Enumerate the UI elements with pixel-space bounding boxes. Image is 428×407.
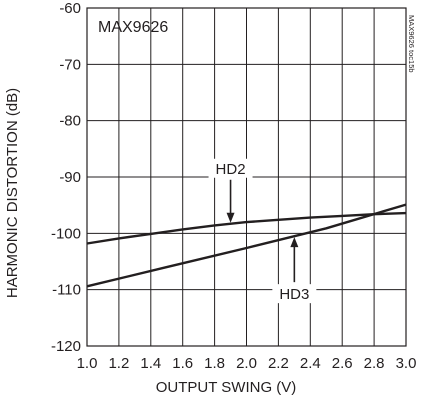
x-tick-label: 2.0	[236, 355, 257, 372]
y-tick-label: -60	[59, 0, 81, 17]
x-tick-label: 1.0	[77, 355, 98, 372]
y-tick-label: -120	[51, 338, 81, 355]
x-tick-label: 1.8	[204, 355, 225, 372]
x-tick-labels: 1.0 1.2 1.4 1.6 1.8 2.0 2.2 2.4 2.6 2.8 3.0	[77, 355, 417, 372]
x-axis-label: OUTPUT SWING (V)	[156, 379, 297, 396]
y-tick-label: -70	[59, 56, 81, 73]
annotation-arrowhead-hd3	[290, 237, 299, 248]
figure-code: MAX9626 toc15b	[407, 15, 416, 73]
x-tick-label: 1.6	[172, 355, 193, 372]
series-line-hd2	[86, 211, 407, 245]
y-tick-label: -90	[59, 169, 81, 186]
y-tick-label: -110	[52, 282, 81, 299]
x-tick-label: 1.4	[140, 355, 161, 372]
annotation-label-hd2: HD2	[216, 161, 246, 178]
series-line-hd3	[86, 203, 407, 288]
annotation-label-hd3: HD3	[279, 286, 309, 303]
annotation-label-bg-hd2	[208, 158, 253, 178]
y-tick-labels: -60 -70 -80 -90 -100 -110 -120	[51, 0, 81, 355]
x-tick-label: 2.6	[332, 355, 353, 372]
x-tick-label: 3.0	[396, 355, 417, 372]
x-tick-label: 1.2	[108, 355, 129, 372]
y-tick-label: -100	[51, 225, 81, 242]
y-tick-label: -80	[59, 113, 81, 130]
x-tick-label: 2.4	[300, 355, 321, 372]
plot-frame	[86, 7, 407, 347]
x-tick-label: 2.2	[268, 355, 289, 372]
x-tick-label: 2.8	[364, 355, 385, 372]
y-axis-label: HARMONIC DISTORTION (dB)	[4, 88, 21, 298]
series-layer	[86, 203, 407, 288]
annotation-label-bg-hd3	[272, 284, 317, 304]
annotations-layer: HD2 HD3	[208, 158, 317, 304]
part-label: MAX9626	[98, 19, 168, 36]
annotation-arrowhead-hd2	[226, 212, 235, 223]
